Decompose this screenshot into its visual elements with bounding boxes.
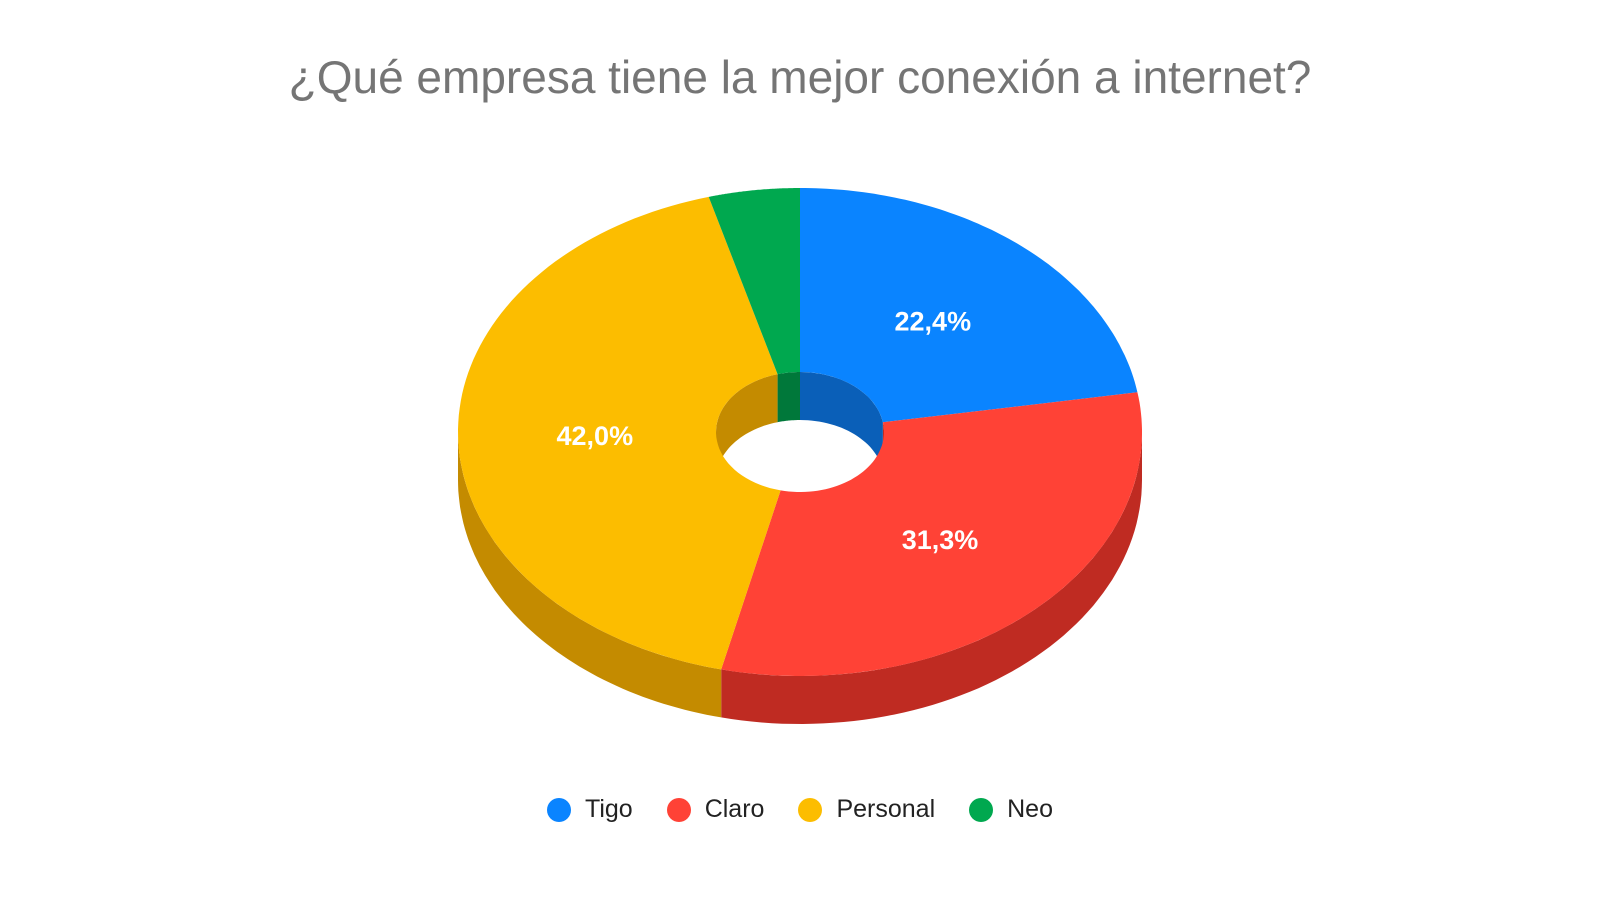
- legend-label-personal: Personal: [836, 795, 936, 823]
- hole-wall-personal: [716, 374, 778, 480]
- legend: Tigo Claro Personal Neo: [0, 795, 1600, 824]
- slice-neo: [708, 188, 800, 375]
- hole-wall-neo: [777, 372, 800, 423]
- legend-swatch-neo: [969, 797, 994, 822]
- legend-item-tigo: Tigo: [546, 795, 633, 824]
- slice-personal: [458, 196, 781, 670]
- chart-title: ¿Qué empresa tiene la mejor conexión a i…: [288, 51, 1312, 103]
- legend-label-claro: Claro: [704, 795, 765, 823]
- legend-item-claro: Claro: [666, 795, 765, 824]
- legend-swatch-personal: [798, 797, 823, 822]
- side-claro: [721, 432, 1142, 724]
- legend-swatch-tigo: [546, 797, 571, 822]
- side-personal: [458, 432, 722, 718]
- legend-label-neo: Neo: [1007, 795, 1053, 823]
- slice-tigo: [800, 188, 1138, 423]
- legend-label-tigo: Tigo: [584, 795, 633, 823]
- legend-swatch-claro: [666, 797, 691, 822]
- slice-claro: [721, 392, 1142, 676]
- hole-wall-tigo: [800, 372, 883, 471]
- legend-item-personal: Personal: [798, 795, 935, 824]
- data-label-personal: 42,0%: [557, 421, 634, 451]
- data-label-tigo: 22,4%: [895, 306, 972, 336]
- data-label-claro: 31,3%: [902, 525, 979, 555]
- legend-item-neo: Neo: [969, 795, 1053, 824]
